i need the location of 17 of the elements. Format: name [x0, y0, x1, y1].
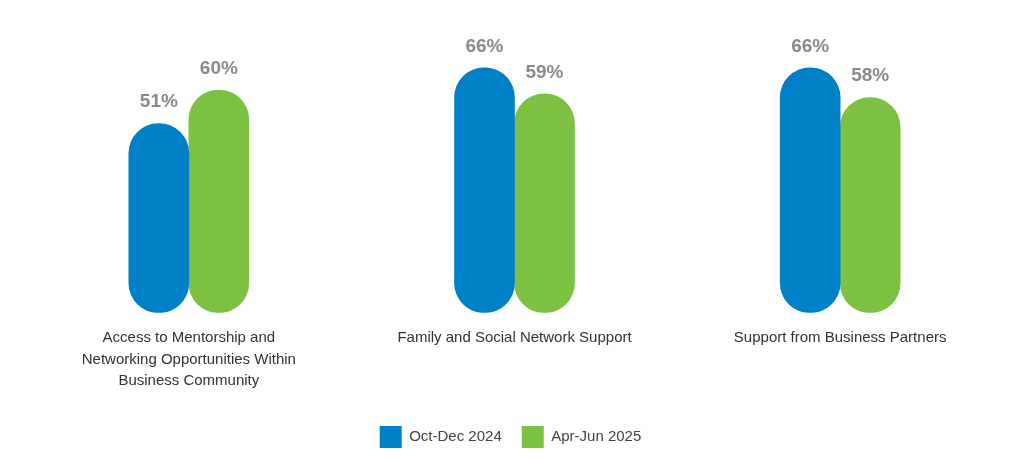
- data-label: 51%: [139, 90, 178, 112]
- data-label: 58%: [851, 64, 890, 86]
- bar: [839, 97, 901, 313]
- bar: [514, 93, 575, 313]
- data-label: 66%: [465, 34, 504, 56]
- legend-label: Oct-Dec 2024: [409, 427, 502, 445]
- data-label: 60%: [199, 56, 238, 78]
- x-tick-label: Family and Social Network Support: [397, 327, 633, 345]
- data-label: 66%: [791, 34, 830, 56]
- data-label: 59%: [525, 60, 564, 82]
- bar: [454, 67, 515, 313]
- legend-label: Apr-Jun 2025: [551, 427, 642, 445]
- x-tick-label: Support from Business Partners: [733, 327, 947, 345]
- x-tick-label: Access to Mentorship and Networking Opportunities Within Business Community: [81, 327, 296, 389]
- bar: [779, 67, 841, 313]
- bar: [128, 123, 190, 313]
- bar: [188, 89, 250, 313]
